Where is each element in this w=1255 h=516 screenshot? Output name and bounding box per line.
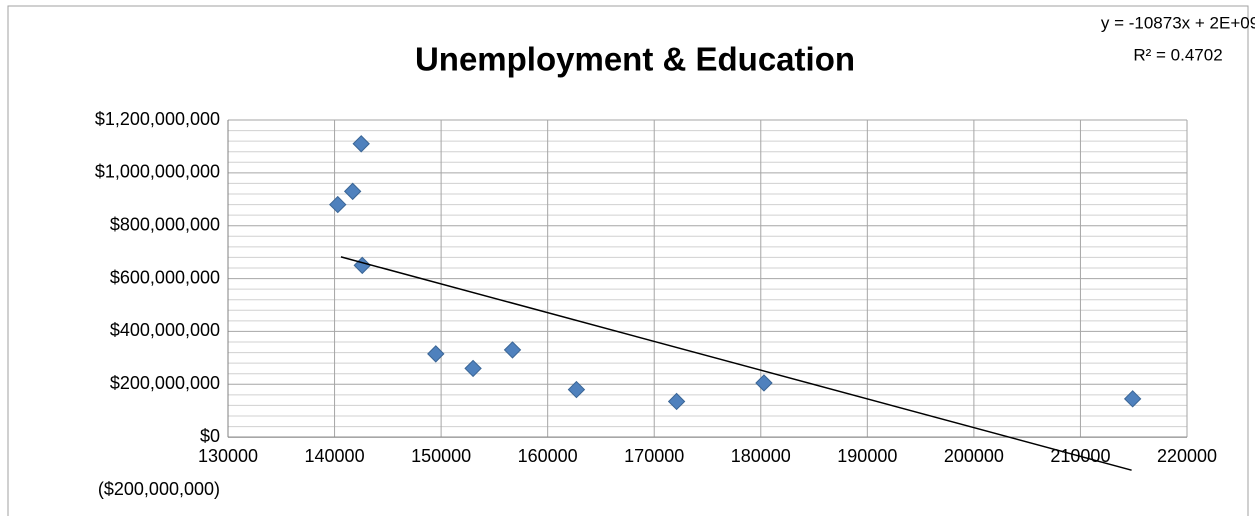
y-tick-label: $1,000,000,000	[95, 162, 220, 182]
chart-border	[7, 5, 1249, 516]
x-tick-label: 150000	[411, 446, 471, 466]
x-tick-label: 220000	[1157, 446, 1217, 466]
marker	[755, 374, 773, 392]
marker	[1123, 390, 1142, 408]
marker	[567, 380, 586, 399]
trendline	[340, 256, 1132, 471]
y-tick-label: ($200,000,000)	[98, 479, 220, 499]
marker	[464, 359, 482, 378]
x-tick-label: 200000	[944, 446, 1004, 466]
r-squared: R² = 0.4702	[1133, 45, 1222, 64]
marker	[503, 341, 522, 359]
y-tick-label: $400,000,000	[110, 320, 220, 340]
x-tick-label: 170000	[624, 446, 684, 466]
x-tick-label: 140000	[305, 446, 365, 466]
y-tick-label: $200,000,000	[110, 373, 220, 393]
y-tick-label: $1,200,000,000	[95, 109, 220, 129]
x-tick-label: 130000	[198, 446, 258, 466]
x-tick-label: 180000	[731, 446, 791, 466]
chart-title: Unemployment & Education	[415, 41, 855, 78]
y-tick-label: $800,000,000	[110, 214, 220, 234]
marker	[352, 135, 370, 153]
trend-equation: y = -10873x + 2E+09	[1101, 13, 1255, 32]
x-tick-label: 190000	[837, 446, 897, 466]
y-tick-label: $600,000,000	[110, 267, 220, 287]
marker	[667, 392, 686, 411]
y-tick-label: $0	[200, 426, 220, 446]
marker	[427, 345, 445, 363]
marker	[353, 256, 371, 275]
x-tick-label: 160000	[518, 446, 578, 466]
marker	[329, 195, 347, 214]
marker	[343, 182, 362, 201]
